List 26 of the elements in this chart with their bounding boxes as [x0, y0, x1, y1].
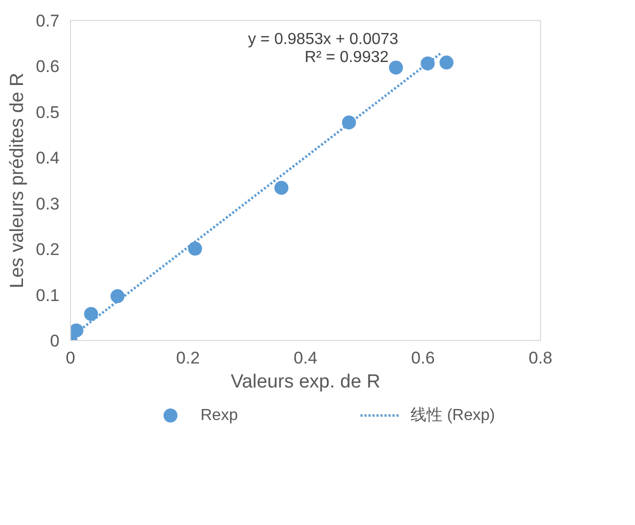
- y-tick-label: 0.4: [36, 148, 60, 168]
- point: [388, 60, 403, 75]
- point: [440, 56, 454, 70]
- y-tick-label: 0: [50, 332, 60, 350]
- x-tick-label: 0.4: [294, 348, 318, 368]
- x-tick-label: 0.2: [176, 348, 200, 368]
- y-axis-title: Les valeurs prédites de R: [6, 72, 28, 288]
- y-tick-label: 0.2: [36, 240, 60, 260]
- y-tick-label: 0.6: [36, 57, 60, 76]
- legend-label: Rexp: [200, 407, 238, 424]
- y-tick-label: 0.5: [36, 102, 60, 122]
- x-tick-label: 0: [66, 348, 76, 368]
- point: [84, 307, 98, 321]
- annotation: R² = 0.9932: [304, 49, 389, 66]
- y-tick-label: 0.3: [36, 194, 60, 214]
- legend-label: 线性 (Rexp): [410, 406, 495, 424]
- point: [274, 180, 288, 195]
- y-tick-label: 0.7: [36, 12, 60, 30]
- x-tick-label: 0.6: [411, 348, 435, 368]
- point: [188, 242, 202, 256]
- x-tick-label: 0.8: [528, 348, 552, 368]
- annotation: y = 0.9853x + 0.0073: [248, 30, 398, 48]
- point: [110, 289, 124, 304]
- point: [70, 323, 84, 338]
- x-axis-title: Valeurs exp. de R: [230, 372, 380, 392]
- y-tick-label: 0.1: [36, 286, 60, 305]
